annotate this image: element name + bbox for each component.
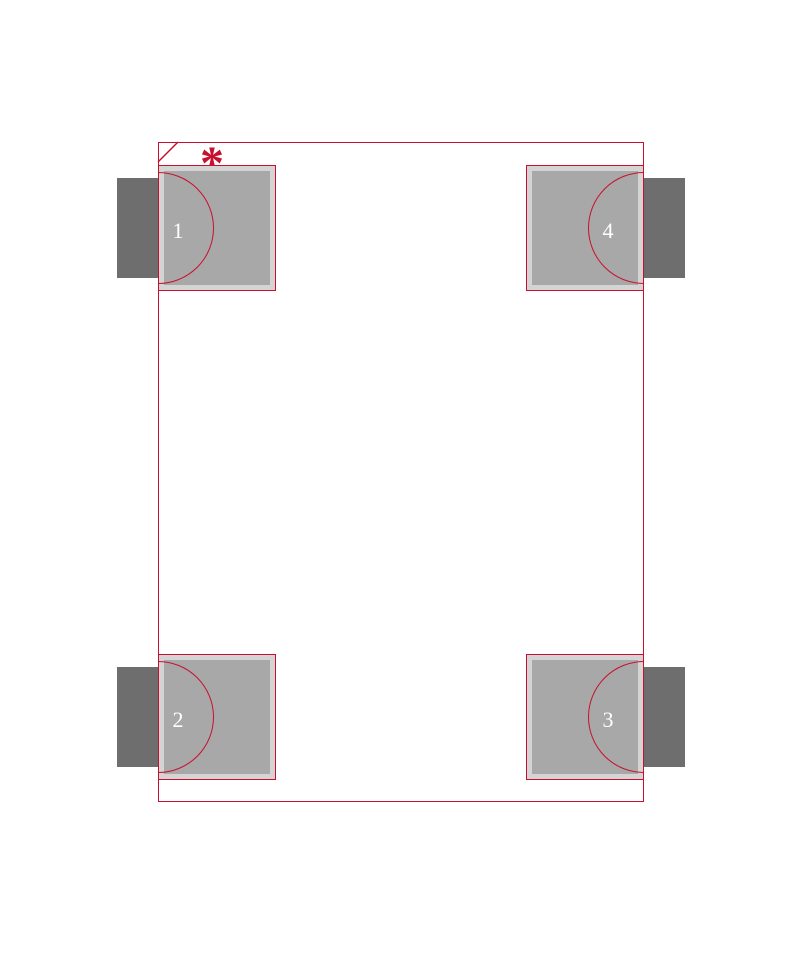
footprint-diagram: 1 2 3 4 * [0,0,800,965]
pad-1-label: 1 [168,218,188,244]
pad-2-tab [117,667,158,767]
pin1-marker-asterisk: * [200,140,224,188]
pad-4-label: 4 [598,218,618,244]
pad-3-label: 3 [598,707,618,733]
pad-1-tab [117,178,158,278]
pad-4-tab [644,178,685,278]
pad-3-tab [644,667,685,767]
pad-2-label: 2 [168,707,188,733]
